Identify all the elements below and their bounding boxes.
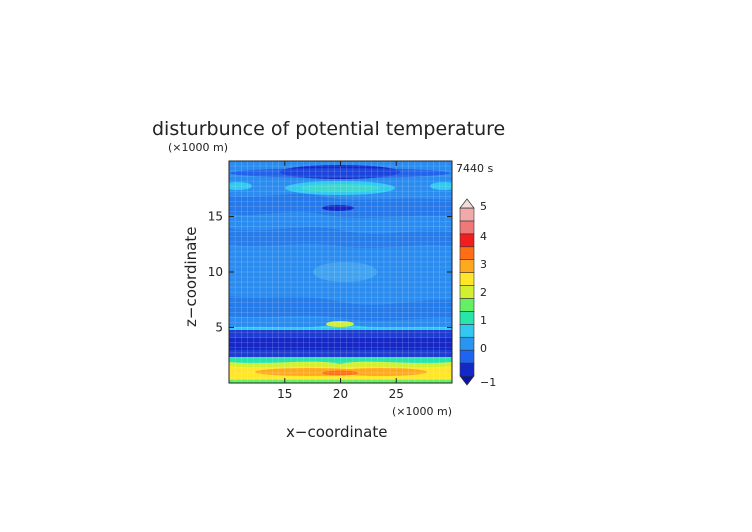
colorbar-label: 5 [480, 200, 487, 213]
y-tick-label: 15 [208, 210, 223, 224]
colorbar-swatch [459, 336, 475, 351]
x-tick-label: 15 [277, 387, 292, 401]
mid-light-blob [313, 262, 377, 282]
colorbar-swatch [459, 324, 475, 338]
colorbar-swatch [459, 220, 475, 235]
y-tick-label: 5 [215, 321, 223, 335]
colorbar-swatch [459, 349, 475, 364]
colorbar-extend-min [459, 375, 475, 386]
x-axis-label: x−coordinate [286, 423, 387, 441]
y-tick-label: 10 [208, 265, 223, 279]
colorbar-swatch [459, 362, 475, 377]
colorbar-label: −1 [480, 376, 496, 389]
mid-blue-band [229, 227, 452, 248]
y-axis: 5 10 15 [208, 210, 452, 335]
warm-core-hot [322, 370, 358, 376]
colorbar-swatch [459, 233, 475, 248]
colorbar-swatch [459, 246, 475, 260]
colorbar-label: 1 [480, 314, 487, 327]
upper-cyan-core [300, 184, 380, 192]
upper-cyan-left [229, 182, 252, 190]
top-blue-band [230, 168, 450, 178]
heatmap-area [229, 161, 452, 383]
grid-lines [229, 161, 452, 383]
colorbar: −1 0 1 2 3 4 5 [459, 198, 496, 389]
colorbar-label: 3 [480, 258, 487, 271]
warm-core-right [337, 368, 427, 376]
colorbar-swatch [459, 298, 475, 312]
colorbar-extend-max [459, 198, 475, 209]
x-unit-label: (×1000 m) [392, 405, 452, 418]
cyan-transition [229, 322, 452, 332]
time-label: 7440 s [456, 162, 493, 175]
y-axis-label: z−coordinate [182, 227, 200, 327]
x-axis: 15 20 25 [277, 161, 404, 401]
chart-title: disturbunce of potential temperature [152, 118, 505, 140]
yellow-spot [326, 321, 354, 327]
y-unit-label: (×1000 m) [168, 141, 228, 154]
colorbar-swatch [459, 207, 475, 222]
colorbar-swatch [459, 272, 475, 286]
low-blue-band [229, 296, 452, 321]
upper-dark-lens [322, 205, 354, 211]
colorbar-label: 0 [480, 342, 487, 355]
colorbar-swatch [459, 259, 475, 273]
upper-cyan-right [430, 182, 452, 190]
colorbar-swatch [459, 285, 475, 299]
colorbar-swatch [459, 311, 475, 325]
colorbar-label: 2 [480, 286, 487, 299]
x-tick-label: 20 [333, 387, 348, 401]
dark-layer-core [229, 338, 452, 350]
x-tick-label: 25 [389, 387, 404, 401]
colorbar-label: 4 [480, 230, 487, 243]
